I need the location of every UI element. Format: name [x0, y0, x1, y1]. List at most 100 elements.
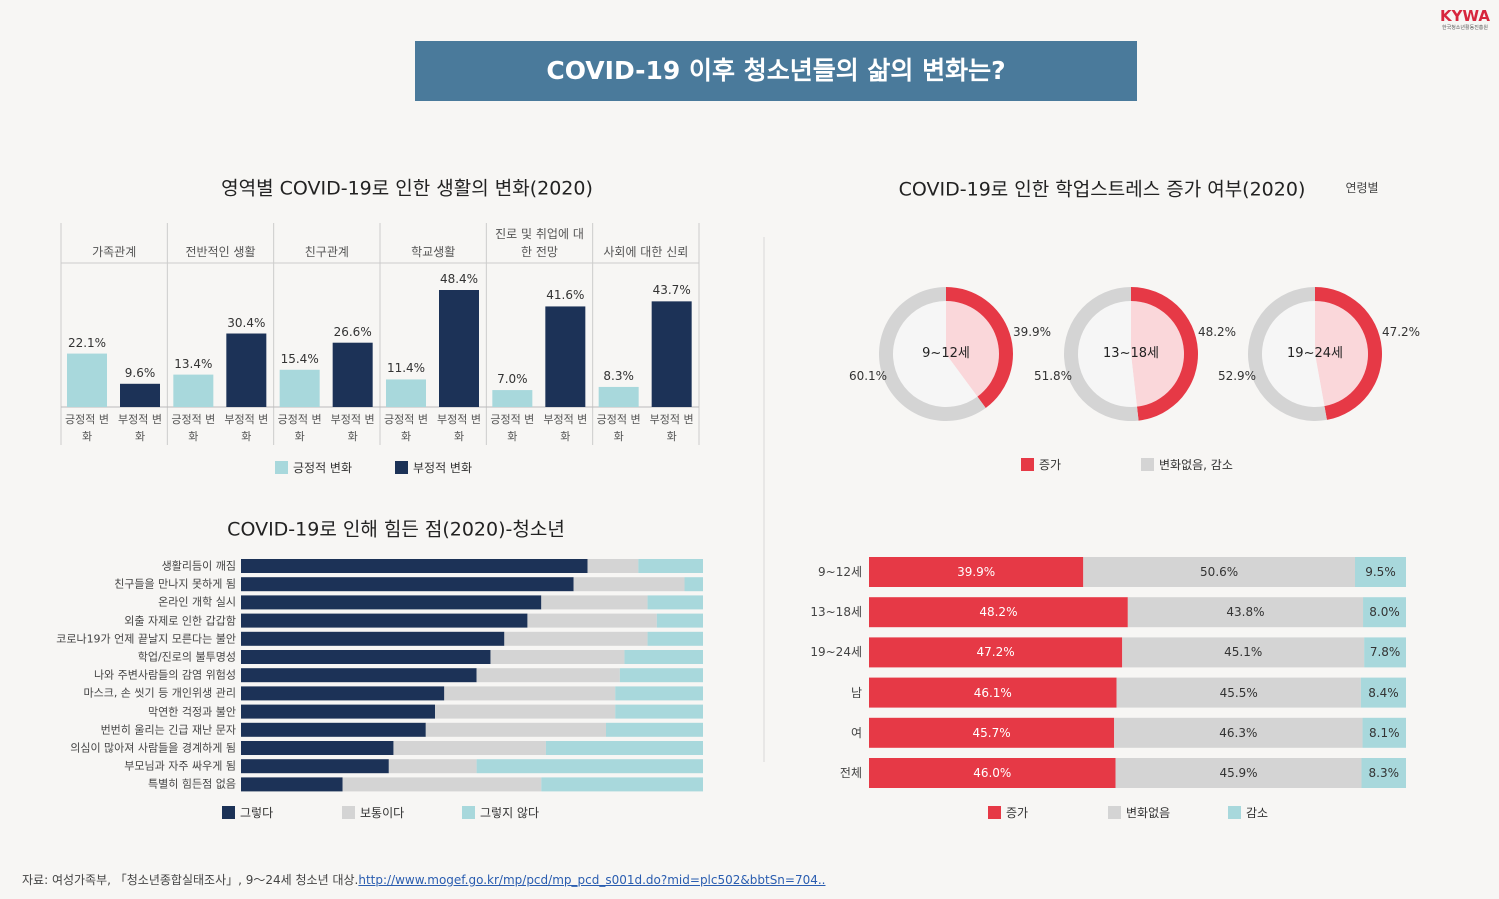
bar-segment — [527, 613, 657, 628]
value-label: 39.9% — [957, 564, 996, 579]
donut-segment — [1247, 287, 1327, 422]
chart-title: COVID-19로 인해 힘든 점(2020)-청소년 — [227, 518, 565, 541]
value-label: 7.8% — [1369, 645, 1401, 660]
legend-label: 증가 — [1006, 805, 1029, 820]
donut-center-label: 9~12세 — [922, 346, 970, 362]
value-label: 22.1% — [67, 335, 107, 350]
bar-segment — [241, 777, 343, 792]
donut-inner — [946, 301, 999, 397]
value-label: 43.7% — [652, 283, 691, 298]
value-label: 30.4% — [227, 315, 266, 330]
donut-segment — [1063, 287, 1139, 422]
donut-segment — [879, 287, 986, 422]
logo: KYWA — [1440, 7, 1490, 25]
bar-segment — [241, 650, 491, 664]
legend-label: 부정적 변화 — [413, 460, 473, 475]
bar — [226, 333, 267, 407]
value-label: 46.1% — [973, 685, 1012, 700]
bar-segment — [605, 722, 703, 737]
bar-segment — [476, 668, 620, 683]
category-label: 남 — [850, 685, 862, 700]
legend-swatch — [222, 806, 235, 819]
value-label: 45.1% — [1224, 645, 1263, 660]
legend-label: 변화없음 — [1126, 805, 1171, 820]
category-label: 학교생활 — [411, 245, 456, 259]
bar-segment — [869, 557, 1084, 587]
bar — [598, 386, 639, 407]
value-label: 8.3% — [603, 368, 634, 383]
value-label: 45.9% — [1219, 765, 1258, 780]
legend-label: 그렇지 않다 — [480, 805, 540, 820]
bar-segment — [1122, 637, 1365, 668]
donut-center-label: 19~24세 — [1287, 346, 1343, 362]
bar-segment — [241, 704, 436, 719]
bar-segment — [647, 595, 703, 610]
value-label: 41.6% — [546, 288, 585, 303]
bar-segment — [541, 777, 703, 792]
category-label: 마스크, 손 씻기 등 개인위생 관리 — [83, 686, 236, 700]
legend-swatch — [395, 461, 408, 474]
value-label: 60.1% — [848, 368, 888, 383]
bar-segment — [624, 650, 703, 664]
bar-segment — [869, 637, 1123, 668]
bar-label: 긍정적 변화 — [65, 413, 109, 443]
legend-label: 긍정적 변화 — [293, 460, 353, 475]
bar-segment — [545, 741, 703, 755]
category-label: 학업/진로의 불투명성 — [137, 650, 236, 664]
bar-segment — [388, 759, 477, 774]
bar-segment — [393, 741, 546, 755]
bar-segment — [647, 631, 703, 646]
bar-segment — [504, 631, 648, 646]
bar-segment — [638, 559, 703, 573]
value-label: 46.0% — [973, 765, 1012, 780]
bar-label: 긍정적 변화 — [596, 413, 641, 443]
bar — [173, 374, 214, 407]
value-label: 46.3% — [1219, 725, 1258, 740]
bar-label: 긍정적 변화 — [384, 413, 428, 443]
donut-segment — [946, 287, 1013, 408]
category-label: 번번히 울리는 긴급 재난 문자 — [100, 723, 236, 737]
bar-segment — [1354, 557, 1406, 587]
source: 자료: 여성가족부, 「청소년종합실태조사」, 9～24세 청소년 대상. — [22, 873, 359, 887]
bar-segment — [241, 559, 588, 573]
bar-label: 긍정적 변화 — [171, 413, 216, 443]
donut-inner — [1131, 301, 1185, 407]
legend-swatch — [1228, 806, 1241, 819]
bar-segment — [241, 613, 528, 628]
bar-label: 부정적 변화 — [330, 413, 375, 443]
bar — [439, 290, 479, 407]
chart-title: COVID-19로 인한 학업스트레스 증가 여부(2020) — [898, 178, 1306, 201]
legend-swatch — [1141, 458, 1154, 471]
value-label: 48.2% — [1197, 324, 1237, 339]
source-link[interactable]: http://www.mogef.go.kr/mp/pcd/mp_pcd_s00… — [358, 873, 826, 887]
bar-segment — [573, 577, 685, 592]
value-label: 9.6% — [124, 365, 156, 380]
bar-label: 부정적 변화 — [543, 413, 588, 443]
value-label: 47.2% — [976, 645, 1015, 660]
category-label: 친구관계 — [304, 245, 349, 259]
bar-label: 부정적 변화 — [118, 413, 162, 443]
bar-label: 긍정적 변화 — [277, 413, 322, 443]
bar — [279, 369, 320, 407]
value-label: 52.9% — [1217, 368, 1257, 383]
donut-inner — [1315, 301, 1369, 407]
legend-swatch — [1021, 458, 1034, 471]
bar-segment — [241, 595, 542, 610]
legend-swatch — [462, 806, 475, 819]
donut-inner — [1262, 301, 1325, 407]
bar-segment — [869, 677, 1117, 708]
bar-segment — [869, 597, 1128, 628]
value-label: 48.4% — [439, 271, 479, 286]
bar — [120, 383, 160, 407]
category-label: 사회에 대한 신뢰 — [603, 245, 689, 259]
donut-segment — [1131, 287, 1198, 421]
value-label: 39.9% — [1012, 324, 1052, 339]
bar-segment — [444, 686, 616, 701]
bar-segment — [1363, 597, 1406, 628]
donut-inner — [893, 301, 978, 408]
value-label: 26.6% — [333, 324, 372, 339]
bar-segment — [490, 650, 625, 664]
chart-note: 연령별 — [1345, 180, 1379, 195]
bar-segment — [869, 758, 1116, 788]
bar-segment — [684, 577, 703, 592]
